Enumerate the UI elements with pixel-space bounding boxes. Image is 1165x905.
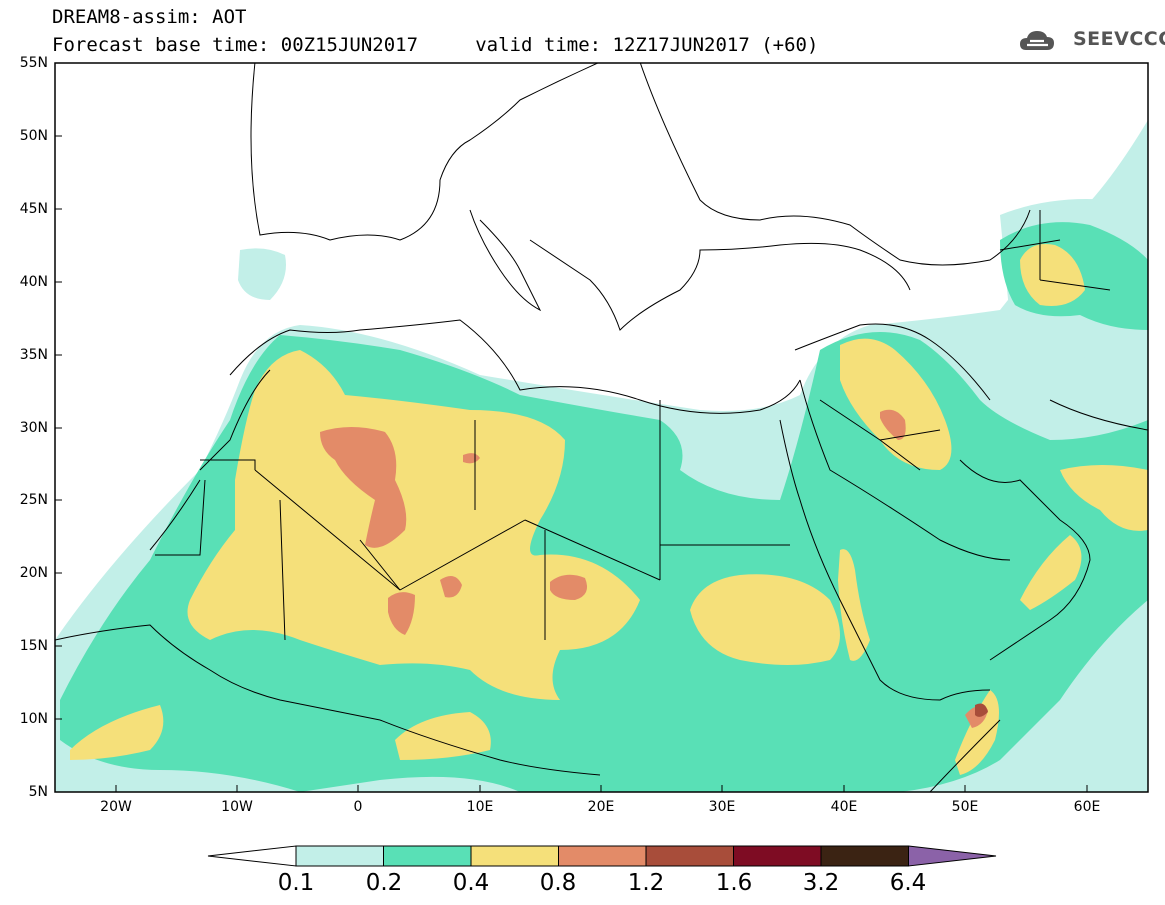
colorbar [207,845,997,867]
aot-level-0.8 [320,409,988,728]
logo-text: SEEVCCC [1073,28,1165,50]
lat-label: 15N [19,638,48,654]
lon-label: 20W [100,799,132,815]
coastlines-borders [55,63,1148,792]
forecast-times: Forecast base time: 00Z15JUN2017 valid t… [52,34,819,56]
colorbar-label: 0.1 [277,870,315,896]
colorbar-label: 1.6 [715,870,753,896]
lat-label: 20N [19,565,48,581]
colorbar-bin-2 [383,845,472,867]
colorbar-label: 6.4 [889,870,927,896]
lon-label: 0 [353,799,363,815]
aot-fields [55,120,1148,792]
lon-label: 30E [708,799,736,815]
lat-label: 55N [19,55,48,71]
colorbar-bin-1 [295,845,384,867]
colorbar-label: 3.2 [802,870,840,896]
colorbar-bin-5 [645,845,734,867]
axis-ticks [55,62,1088,792]
colorbar-label: 0.2 [365,870,403,896]
lat-label: 25N [19,492,48,508]
colorbar-label: 1.2 [627,870,665,896]
lon-label: 10W [221,799,253,815]
lat-label: 30N [19,420,48,436]
map-title: DREAM8-assim: AOT [52,6,247,28]
colorbar-label: 0.8 [539,870,577,896]
colorbar-bin-4 [558,845,647,867]
colorbar-lower-arrow [207,845,297,867]
lat-label: 50N [19,128,48,144]
colorbar-bin-3 [470,845,559,867]
lat-label: 5N [28,784,48,800]
lon-label: 10E [466,799,494,815]
lat-label: 35N [19,347,48,363]
lon-label: 50E [951,799,979,815]
colorbar-bin-6 [733,845,822,867]
colorbar-label: 0.4 [452,870,490,896]
lat-label: 40N [19,274,48,290]
lat-label: 10N [19,711,48,727]
colorbar-upper-arrow [908,845,997,867]
lat-label: 45N [19,201,48,217]
seevccc-cloud-logo-icon [1020,31,1054,50]
lon-label: 20E [587,799,615,815]
aot-level-1.2 [975,703,988,717]
colorbar-bin-7 [820,845,909,867]
lon-label: 40E [830,799,858,815]
lon-label: 60E [1073,799,1101,815]
